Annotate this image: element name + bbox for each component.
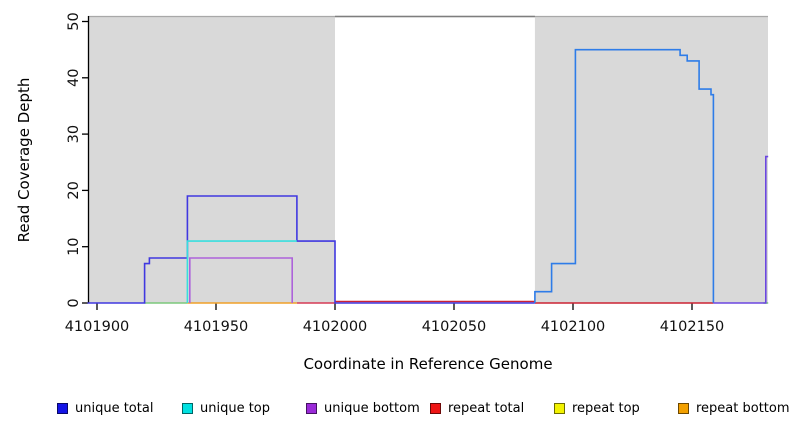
legend-swatch-icon (306, 402, 317, 414)
x-tick-label: 4102150 (660, 319, 725, 335)
x-axis-title: Coordinate in Reference Genome (303, 355, 553, 373)
legend-label: repeat top (572, 400, 640, 416)
series-unique-top (186, 240, 297, 303)
legend-swatch-icon (554, 402, 565, 414)
coverage-plot: 0 10 20 30 40 50 4101900 4101950 4102000 4102050 4… (65, 12, 769, 335)
y-tick-label: 30 (66, 125, 82, 143)
shaded-region (88, 16, 335, 303)
series-unique-bottom (189, 257, 294, 303)
shaded-region (534, 16, 768, 303)
y-tick-label: 40 (66, 69, 82, 87)
x-tick-label: 4102000 (303, 319, 368, 335)
legend-swatch-icon (57, 402, 68, 414)
legend-label: unique bottom (324, 400, 420, 416)
y-tick-label: 20 (66, 181, 82, 199)
legend-item-unique-bottom: unique bottom (306, 399, 420, 417)
x-tick-label: 4102100 (541, 319, 606, 335)
legend-item-repeat-bottom: repeat bottom (678, 399, 790, 417)
y-axis-title: Read Coverage Depth (15, 77, 33, 243)
legend-swatch-icon (182, 402, 193, 414)
legend-label: repeat total (448, 400, 525, 416)
legend-swatch-icon (678, 402, 689, 414)
legend-item-repeat-total: repeat total (430, 399, 524, 417)
y-tick-label: 50 (66, 12, 82, 30)
y-tick-label: 0 (66, 298, 82, 307)
series-unique-total-unique-bottom (713, 155, 769, 304)
legend-item-unique-total: unique total (57, 399, 153, 417)
legend-label: unique top (200, 400, 271, 416)
x-tick-label: 4102050 (422, 319, 487, 335)
y-tick-label: 10 (66, 237, 82, 255)
series-unique-total (534, 48, 715, 303)
legend-item-repeat-top: repeat top (554, 399, 640, 417)
legend-swatch-icon (430, 402, 441, 414)
legend-label: repeat bottom (696, 400, 790, 416)
legend-item-unique-top: unique top (182, 399, 270, 417)
legend-label: unique total (75, 400, 154, 416)
x-tick-label: 4101900 (65, 319, 130, 335)
x-tick-label: 4101950 (184, 319, 249, 335)
series-unique-total (87, 195, 535, 304)
